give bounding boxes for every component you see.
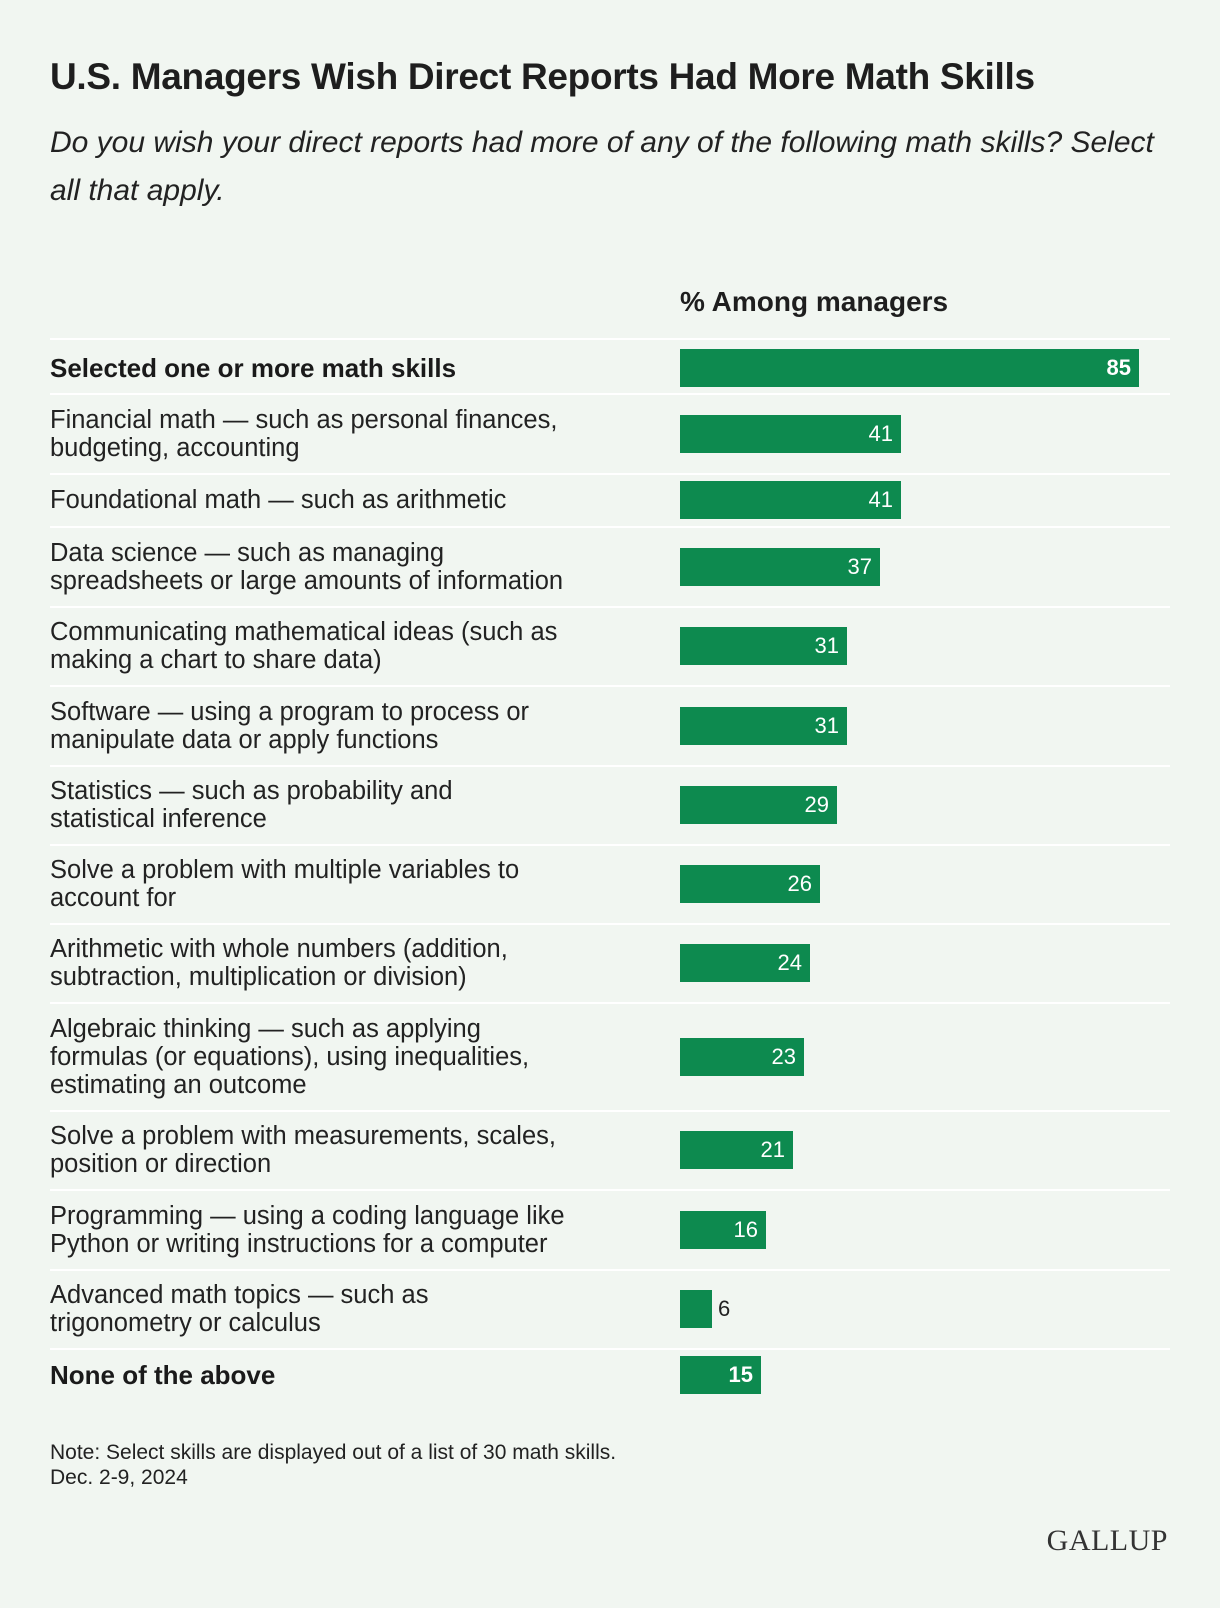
data-label: 29 [804,792,829,817]
row-label: Arithmetic with whole numbers (addition,… [50,935,508,991]
row-label: Solve a problem with multiple variables … [50,856,520,912]
survey-date: Dec. 2-9, 2024 [50,1466,188,1489]
data-label: 41 [868,487,893,512]
chart-subtitle: Do you wish your direct reports had more… [50,126,1154,207]
bar [680,944,810,982]
data-label: 31 [814,712,839,738]
row-label: Data science — such as managing spreadshe… [50,538,564,595]
bar [680,1131,793,1169]
data-label: 15 [728,1361,753,1387]
data-label: 37 [847,553,872,579]
row-label: Software — using a program to process or… [50,697,530,754]
row-separator [50,765,1170,767]
row-label: Programming — using a coding language li… [50,1201,565,1258]
bar [680,865,820,903]
bar [680,1210,766,1249]
data-label: 24 [777,950,802,975]
note-text: Note: Select skills are displayed out of… [50,1441,617,1464]
row-separator [50,1269,1170,1271]
row-separator [50,606,1170,608]
row-separator [50,685,1170,687]
bar [680,706,847,745]
data-label: 26 [787,871,812,896]
bar [680,627,847,665]
row-separator [50,393,1170,395]
row-separator [50,1002,1170,1004]
chart-title: U.S. Managers Wish Direct Reports Had Mo… [50,56,1035,97]
row-separator [50,338,1170,340]
gallup-logo: GALLUP [1046,1524,1168,1557]
row-separator [50,844,1170,846]
row-separator [50,1348,1170,1350]
bar [680,1037,804,1076]
row-label: Communicating mathematical ideas (such a… [50,618,558,674]
row-separator [50,1189,1170,1191]
row-separator [50,473,1170,475]
data-label: 41 [868,420,893,446]
row-label: Solve a problem with measurements, scale… [50,1122,556,1178]
row-label: Foundational math — such as arithmetic [50,486,507,514]
bar [680,348,1139,387]
row-separator [50,923,1170,925]
bar [680,1290,712,1328]
bar [680,786,837,824]
bar [680,481,901,519]
bar [680,547,880,586]
chart-note: Note: Select skills are displayed out of… [50,1440,616,1490]
row-separator [50,526,1170,528]
data-label: 16 [733,1216,758,1242]
row-label: Advanced math topics — such as trigonomet… [50,1281,429,1337]
row-label: Statistics — such as probability and stat… [50,777,453,833]
bar [680,414,901,453]
data-label: 85 [1106,354,1131,380]
data-label: 6 [718,1296,731,1321]
row-separator [50,1110,1170,1112]
data-label: 23 [771,1043,796,1069]
data-label: 21 [760,1137,785,1162]
data-label: 31 [814,633,839,658]
bar [680,1355,761,1394]
row-label: Selected one or more math skills [50,352,457,383]
row-label: Algebraic thinking — such as applying for… [50,1014,530,1099]
column-header: % Among managers [680,286,949,317]
row-label: Financial math — such as personal financ… [50,405,558,462]
row-label: None of the above [50,1359,276,1390]
